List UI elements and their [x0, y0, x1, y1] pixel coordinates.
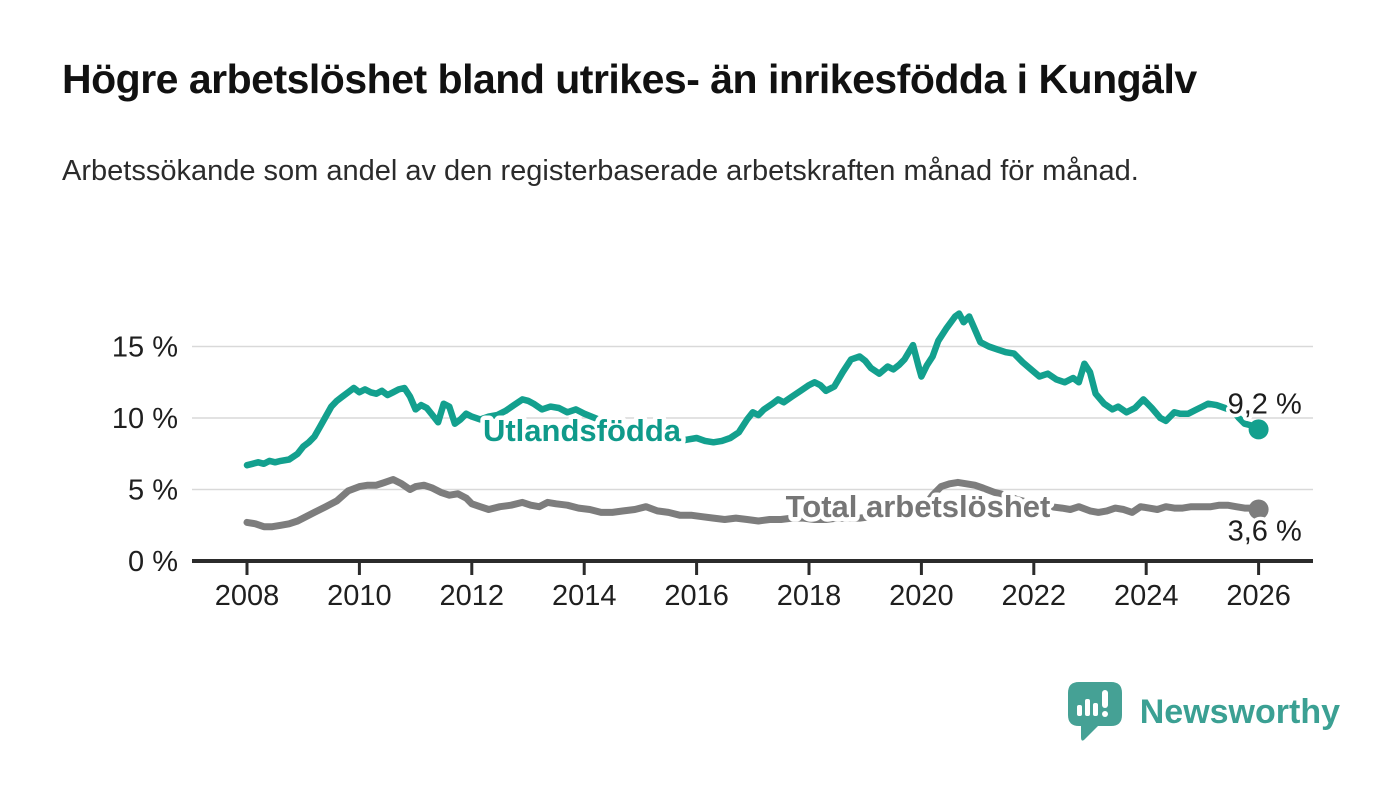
svg-text:2014: 2014 [552, 580, 617, 612]
page-title: Högre arbetslöshet bland utrikes- än inr… [62, 56, 1197, 102]
svg-text:2022: 2022 [1002, 580, 1067, 612]
gridlines [192, 345, 1313, 491]
branding: Newsworthy [1067, 682, 1340, 742]
svg-text:2010: 2010 [327, 580, 392, 612]
series-label: Total arbetslöshet [786, 489, 1051, 524]
newsworthy-logo-icon [1067, 682, 1124, 742]
series-end-value: 3,6 % [1228, 516, 1302, 548]
svg-text:2016: 2016 [664, 580, 729, 612]
svg-text:5 %: 5 % [128, 475, 178, 507]
x-axis: 2008 2010 2012 2014 2016 2018 2020 2022 2024 2026 [192, 559, 1313, 612]
series-label: Utlandsfödda [483, 413, 682, 448]
svg-text:2008: 2008 [215, 580, 280, 612]
series-end-dot [1248, 499, 1269, 520]
svg-text:2024: 2024 [1114, 580, 1179, 612]
brand-name: Newsworthy [1139, 692, 1340, 731]
series-line [243, 310, 1262, 469]
y-axis-labels: 0 % 5 % 10 % 15 % [112, 332, 178, 579]
svg-text:2026: 2026 [1226, 580, 1291, 612]
svg-text:2012: 2012 [440, 580, 505, 612]
series-end-value: 9,2 % [1228, 388, 1302, 420]
svg-text:2018: 2018 [777, 580, 842, 612]
series-line [243, 476, 1263, 531]
chart-subtitle: Arbetssökande som andel av den registerb… [62, 155, 1139, 187]
svg-text:15 %: 15 % [112, 332, 178, 364]
series-end-dot [1248, 419, 1269, 440]
svg-text:2020: 2020 [889, 580, 954, 612]
svg-text:0 %: 0 % [128, 546, 178, 578]
svg-text:10 %: 10 % [112, 403, 178, 435]
